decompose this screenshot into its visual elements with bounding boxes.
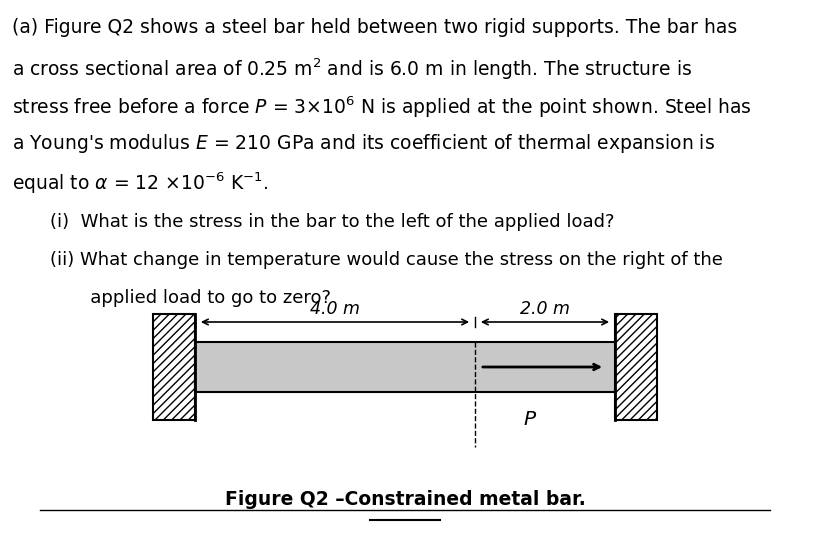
- Text: applied load to go to zero?: applied load to go to zero?: [50, 289, 331, 307]
- Text: stress free before a force $P$ = 3$\times$10$^6$ N is applied at the point shown: stress free before a force $P$ = 3$\time…: [12, 94, 752, 120]
- Text: (ii) What change in temperature would cause the stress on the right of the: (ii) What change in temperature would ca…: [50, 251, 723, 269]
- Text: 4.0 m: 4.0 m: [310, 300, 360, 318]
- Text: (i)  What is the stress in the bar to the left of the applied load?: (i) What is the stress in the bar to the…: [50, 213, 615, 231]
- Text: $P$: $P$: [523, 410, 537, 429]
- Bar: [615, 314, 657, 420]
- Bar: [153, 314, 195, 420]
- Text: Figure Q2 –Constrained metal bar.: Figure Q2 –Constrained metal bar.: [224, 490, 585, 509]
- Text: a Young's modulus $E$ = 210 GPa and its coefficient of thermal expansion is: a Young's modulus $E$ = 210 GPa and its …: [12, 132, 715, 155]
- Text: a cross sectional area of 0.25 m$^2$ and is 6.0 m in length. The structure is: a cross sectional area of 0.25 m$^2$ and…: [12, 56, 692, 81]
- Text: equal to $\alpha$ = 12 $\times$10$^{-6}$ K$^{-1}$.: equal to $\alpha$ = 12 $\times$10$^{-6}$…: [12, 170, 268, 196]
- Text: 2.0 m: 2.0 m: [520, 300, 570, 318]
- Text: (a) Figure Q2 shows a steel bar held between two rigid supports. The bar has: (a) Figure Q2 shows a steel bar held bet…: [12, 18, 737, 37]
- Bar: [195, 342, 615, 392]
